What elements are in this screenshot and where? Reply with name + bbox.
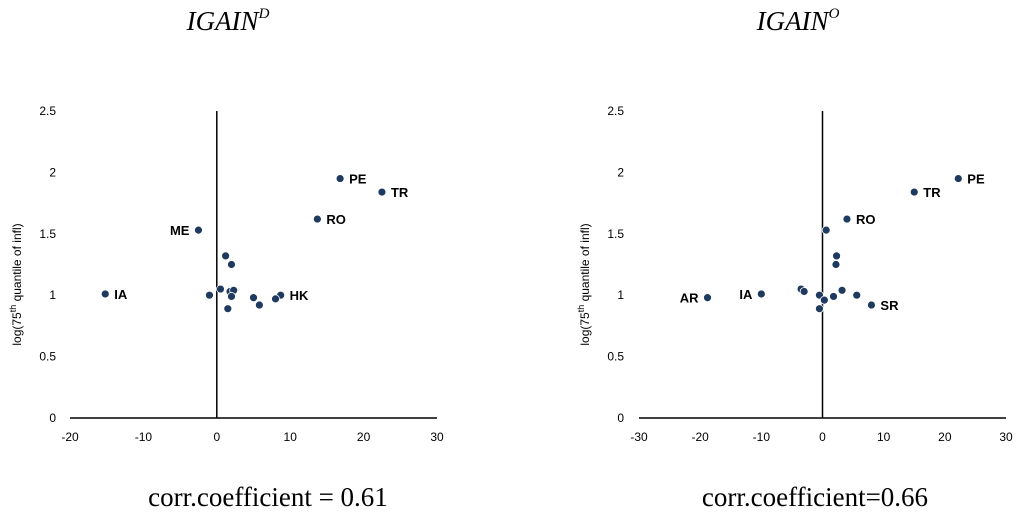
data-point [829,292,838,301]
x-tick-label: 0 [213,430,220,444]
data-point [100,289,110,299]
data-point-label: HK [290,288,309,303]
data-point [221,251,231,261]
data-point [312,214,322,224]
data-point [194,225,203,235]
left-scatter-chart: -20 -10 0 10 20 30 0 0.5 1 1.5 2 2.5 log(75th quanti… [8,104,444,444]
x-tick-label: -30 [630,430,648,444]
data-point [223,304,233,314]
data-point-label: SR [880,298,899,313]
y-tick-label: 2 [617,165,624,179]
y-tick-label: 0.5 [39,350,56,364]
data-point-label: RO [326,212,346,227]
x-tick-label: 0 [819,430,826,444]
y-tick-label: 1.5 [607,227,624,241]
y-tick-label: 0 [617,411,624,425]
right-chart-title: IGAINO [756,6,840,36]
x-tick-label: 10 [284,430,298,444]
data-point [254,300,264,310]
data-point-label: IA [739,287,753,302]
left-chart-caption: corr.coefficient = 0.61 [148,482,388,512]
data-point [756,289,766,299]
data-point [953,174,963,183]
data-point [205,290,214,300]
data-point-label: PE [349,172,367,187]
y-tick-label: 1.5 [39,227,56,241]
data-point-label: IA [114,287,128,302]
y-tick-label: 2.5 [607,104,624,118]
data-point [703,293,712,303]
data-point [821,225,831,235]
data-point [227,292,236,301]
data-point-label: ME [170,223,190,238]
x-tick-label: -10 [753,430,771,444]
y-axis-title: log(75th quantile of infl) [576,223,592,345]
y-tick-label: 2.5 [39,104,56,118]
data-point-label: TR [923,185,941,200]
data-point-label: PE [967,172,985,187]
y-tick-label: 2 [49,165,56,179]
x-tick-label: -20 [691,430,709,444]
data-point [216,284,225,294]
data-point [819,295,829,305]
y-axis-title: log(75th quantile of infl) [8,223,24,345]
data-point [377,187,387,197]
data-point-label: TR [391,185,409,200]
data-point [249,293,258,303]
data-point [909,187,919,197]
data-point [227,260,236,269]
data-point [335,174,345,183]
data-point [837,285,847,295]
data-point [815,304,824,314]
data-point [799,287,809,296]
data-point [832,251,841,261]
y-tick-label: 1 [49,288,56,302]
left-chart-title: IGAIND [186,6,270,36]
x-tick-label: 10 [877,430,891,444]
x-tick-label: 30 [999,430,1013,444]
data-point [271,294,280,304]
y-tick-label: 0.5 [607,350,624,364]
data-point-label: RO [856,212,876,227]
x-tick-label: 20 [357,430,371,444]
data-point-label: AR [680,291,699,306]
x-tick-label: -20 [61,430,79,444]
x-tick-label: 20 [938,430,952,444]
data-point [842,214,852,224]
x-tick-label: 30 [430,430,444,444]
right-scatter-chart: -30 -20 -10 0 10 20 30 0 0.5 1 1.5 2 2.5 log(75th qua… [576,104,1013,444]
y-tick-label: 0 [49,411,56,425]
data-point [831,260,841,269]
y-tick-label: 1 [617,288,624,302]
x-tick-label: -10 [135,430,153,444]
data-point [852,290,862,300]
data-point [867,300,876,310]
right-chart-caption: corr.coefficient=0.66 [701,482,929,512]
